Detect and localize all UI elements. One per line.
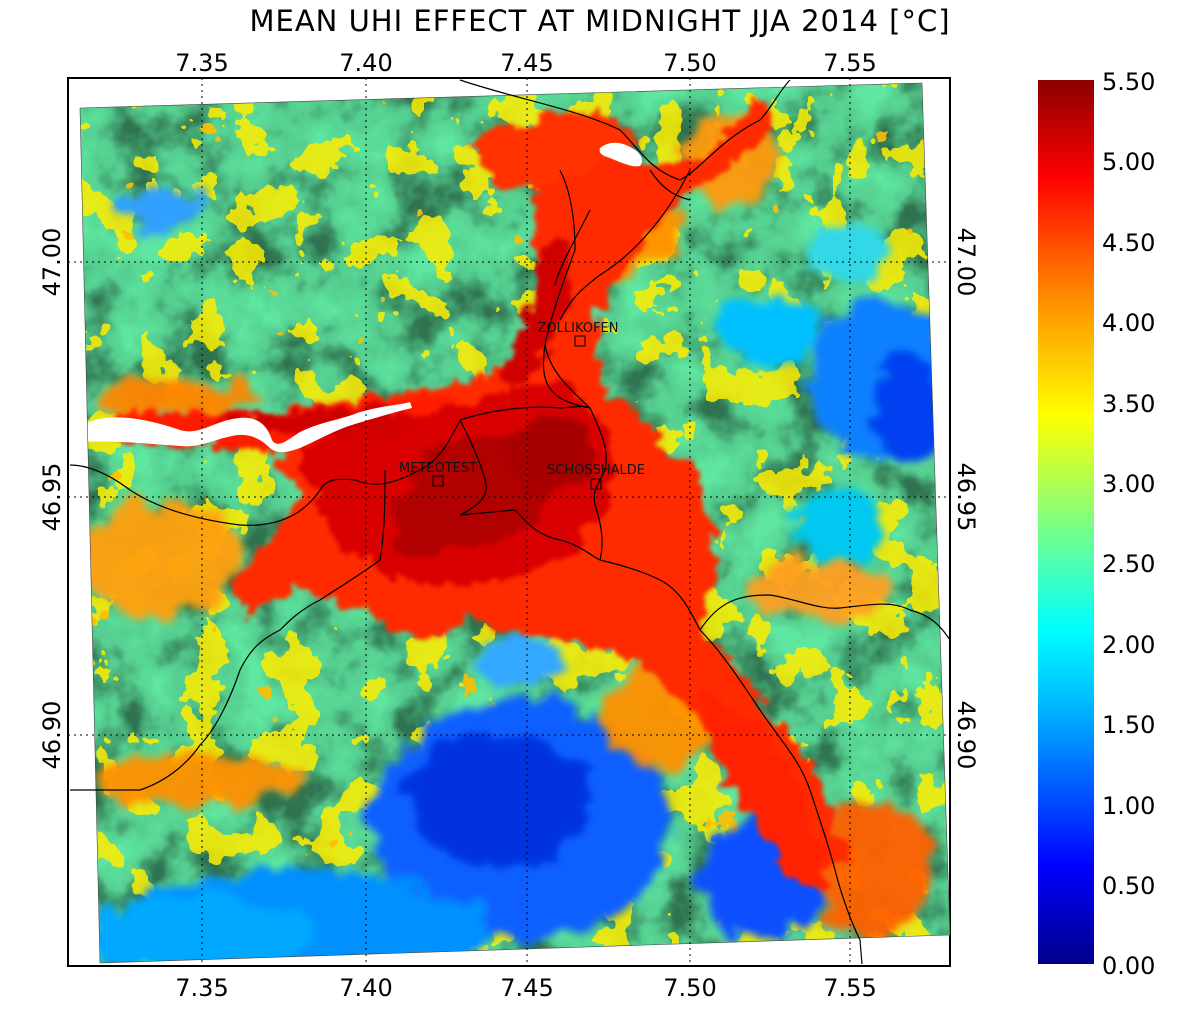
colorbar-label-6: 2.50: [1102, 550, 1155, 578]
colorbar-label-1: 5.00: [1102, 148, 1155, 176]
colorbar-label-0: 5.50: [1102, 68, 1155, 96]
y-tick-right-2: 46.90: [952, 701, 980, 770]
map-title: MEAN UHI EFFECT AT MIDNIGHT JJA 2014 [°C…: [0, 0, 1200, 44]
y-tick-right-1: 46.95: [952, 463, 980, 532]
y-tick-right-0: 47.00: [952, 228, 980, 297]
x-tick-labels-bottom: 7.35 7.40 7.45 7.50 7.55: [175, 974, 876, 1002]
lake-north: [599, 142, 643, 167]
x-tick-top-4: 7.55: [823, 49, 876, 77]
uhi-heat-field: [80, 83, 950, 963]
y-tick-labels-left: 47.00 46.95 46.90: [38, 228, 66, 770]
boundary-lines: [69, 79, 951, 965]
x-tick-top-0: 7.35: [175, 49, 228, 77]
x-tick-top-1: 7.40: [339, 49, 392, 77]
y-tick-labels-right: 47.00 46.95 46.90: [952, 228, 980, 770]
colorbar-label-11: 0.00: [1102, 952, 1155, 980]
x-tick-bottom-3: 7.50: [663, 974, 716, 1002]
x-tick-top-2: 7.45: [500, 49, 553, 77]
x-tick-bottom-0: 7.35: [175, 974, 228, 1002]
colorbar-label-4: 3.50: [1102, 390, 1155, 418]
x-tick-labels-top: 7.35 7.40 7.45 7.50 7.55: [175, 49, 876, 77]
map-title-text: MEAN UHI EFFECT AT MIDNIGHT JJA 2014 [°C…: [249, 4, 951, 38]
colorbar-label-3: 4.00: [1102, 309, 1155, 337]
aare-river-west: [82, 402, 412, 453]
marker-zollikofen: [574, 335, 586, 347]
marker-schosshalde: [590, 478, 602, 490]
domain-outline: [79, 82, 951, 964]
label-meteotest: METEOTEST: [399, 461, 477, 476]
colorbar-label-9: 1.00: [1102, 792, 1155, 820]
colorbar-label-5: 3.00: [1102, 470, 1155, 498]
x-tick-top-3: 7.50: [663, 49, 716, 77]
place-markers: ZOLLIKOFEN METEOTEST SCHOSSHALDE: [399, 321, 645, 490]
x-tick-bottom-1: 7.40: [339, 974, 392, 1002]
graticule: [68, 78, 950, 966]
marker-meteotest: [432, 475, 444, 487]
colorbar-labels: 5.50 5.00 4.50 4.00 3.50 3.00 2.50 2.00 …: [1102, 68, 1155, 980]
y-tick-left-1: 46.95: [38, 463, 66, 532]
colorbar: [1038, 80, 1094, 964]
y-tick-left-2: 46.90: [38, 701, 66, 770]
label-schosshalde: SCHOSSHALDE: [547, 463, 645, 478]
colorbar-label-7: 2.00: [1102, 631, 1155, 659]
label-zollikofen: ZOLLIKOFEN: [538, 321, 619, 336]
x-tick-bottom-4: 7.55: [823, 974, 876, 1002]
colorbar-label-8: 1.50: [1102, 711, 1155, 739]
y-tick-left-0: 47.00: [38, 228, 66, 297]
colorbar-label-2: 4.50: [1102, 229, 1155, 257]
colorbar-label-10: 0.50: [1102, 872, 1155, 900]
x-tick-bottom-2: 7.45: [500, 974, 553, 1002]
